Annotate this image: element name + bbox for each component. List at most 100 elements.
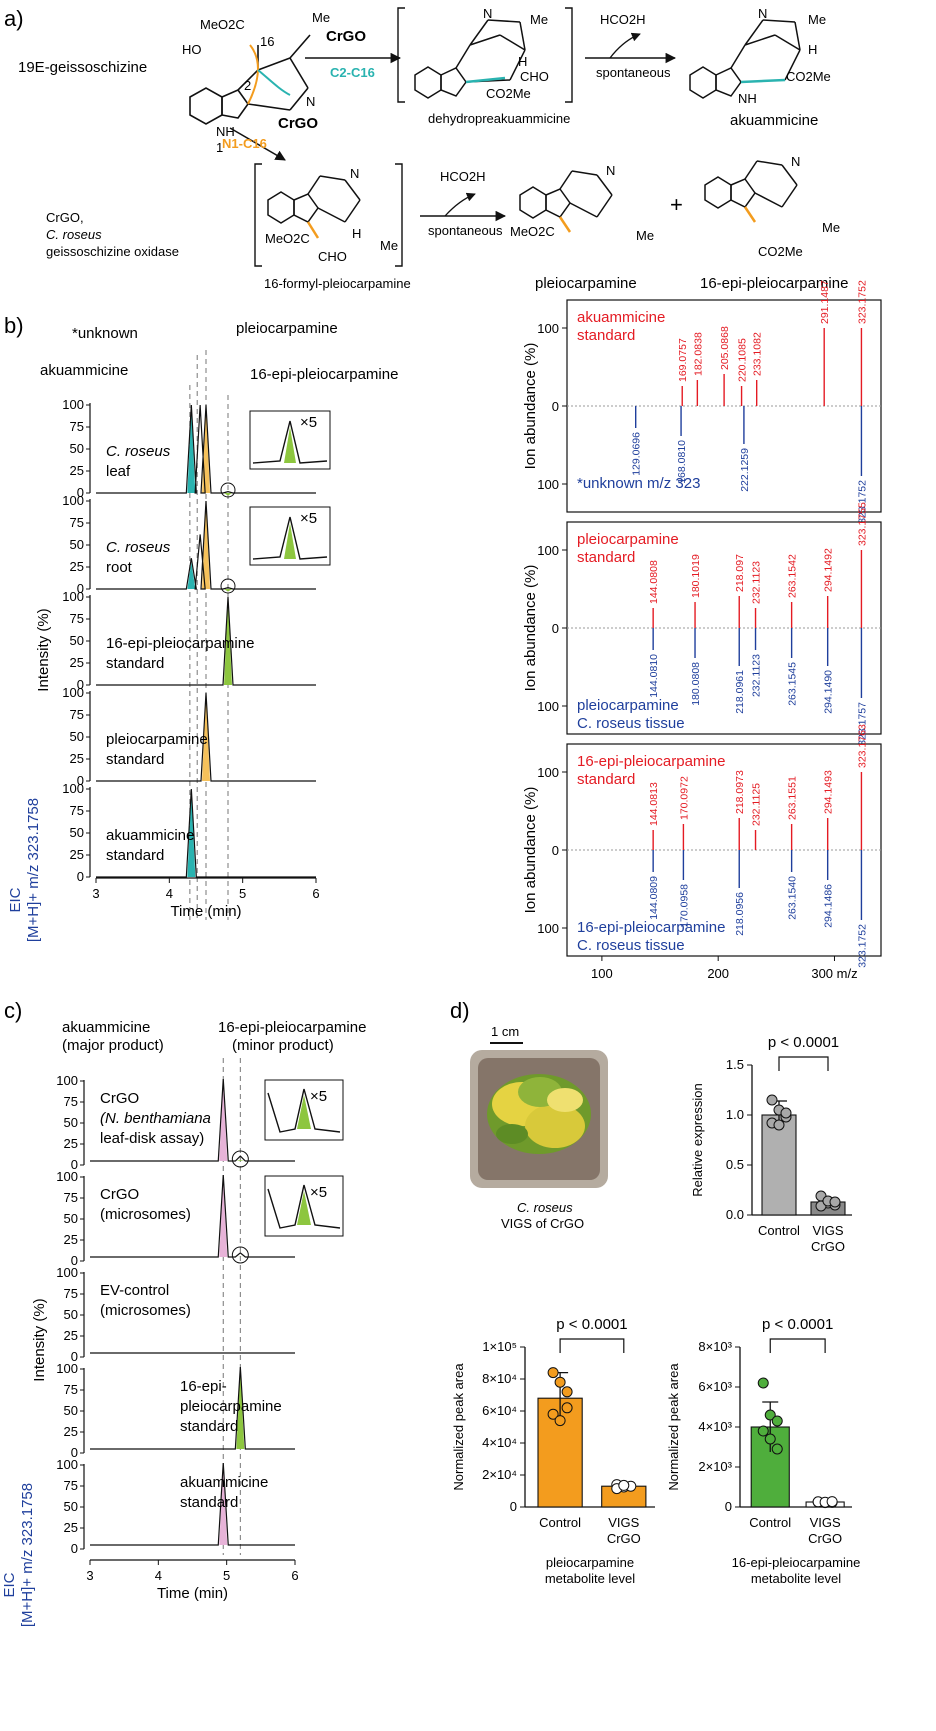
p-value-label: p < 0.0001 [762,1316,833,1333]
peak-label-unknown: *unknown [72,325,138,342]
p-value-label: p < 0.0001 [556,1316,627,1333]
peak-fill [236,1160,245,1161]
inset-peak-fill [284,427,296,463]
chart-caption: pleiocarpamine [546,1555,634,1570]
trace-label: (N. benthamiana [100,1110,211,1127]
data-point [771,1443,783,1455]
top-peak-label: 169.0757 [677,338,689,382]
peak-label-pleiocarpamine: pleiocarpamine [236,320,338,337]
y-tick-label: 100 [56,1457,78,1472]
release-arrow [444,192,476,217]
y-tick-label: 6×10³ [698,1379,732,1394]
y-tick-label: 25 [64,1136,78,1151]
y-tick-label: 0 [77,869,84,884]
y-tick-label: 75 [70,611,84,626]
chromatogram-trace [90,1366,295,1450]
chromatogram-trace [90,1078,295,1162]
bottom-peak-label: 170.0958 [678,884,690,928]
y-tick-label: 50 [70,729,84,744]
product-2-name: pleiocarpamine [535,275,637,292]
trace-label: CrGO [100,1186,139,1203]
trace-label: (microsomes) [100,1302,191,1319]
data-point [618,1479,630,1491]
top-spectrum-label: standard [577,327,635,344]
y-tick-label: 100 [56,1169,78,1184]
significance-bracket [769,1338,826,1353]
x-tick-label: 4 [155,1568,162,1583]
atom-label: N [758,6,767,21]
trace-label: 16-epi-pleiocarpamine [106,635,254,652]
data-point [547,1367,559,1379]
y-tick-label: 1.5 [726,1057,744,1072]
category-label: VIGS [810,1515,841,1530]
zoom-circle [231,1246,249,1264]
zoom-circle [231,1150,249,1168]
atom-label: HO [182,42,202,57]
category-label: Control [749,1515,791,1530]
y-tick-label: 0 [77,677,84,692]
trace-label: leaf [106,463,131,480]
chromatogram-trace [90,1174,295,1258]
atom-label: MeO2C [510,224,555,239]
bottom-peak-label: 168.0810 [676,440,688,484]
peak-label-minor: 16-epi-pleiocarpamine [218,1019,366,1036]
inset-trace [267,1088,341,1133]
top-peak-label: 205.0868 [719,326,731,370]
y-tick-label: 50 [64,1211,78,1226]
condition-label: spontaneous [596,65,671,80]
atom-label: CO2Me [758,244,803,259]
y-tick-label: 75 [70,803,84,818]
bottom-peak-label: 323.1752 [856,924,868,968]
zoom-circle [220,482,236,498]
y-tick-label: 100 [56,1265,78,1280]
note-line-3: geissoschizine oxidase [46,244,179,259]
top-peak-label: 294.1492 [823,548,835,592]
ms-y-tick-label: 0 [552,399,559,414]
panel-b-chromatograms: akuammicine *unknown pleiocarpamine 16-epi-… [7,320,398,942]
bond-label-c2c16: C2-C16 [330,65,375,80]
data-point [766,1094,778,1106]
peak-fill [224,493,232,496]
ms-y-axis-label: Ion abundance (%) [522,565,539,692]
significance-bracket [559,1338,625,1353]
intermediate-2-structure [267,175,361,239]
peak-fill [187,409,196,493]
atom-label: CO2Me [486,86,531,101]
inset-trace [252,516,328,560]
eic-label-2: [M+H]+ m/z 323.1758 [19,1483,36,1627]
y-tick-label: 25 [70,559,84,574]
top-spectrum-label: standard [577,771,635,788]
y-tick-label: 0 [77,581,84,596]
eic-label-1: EIC [1,1572,18,1597]
panel-label-d: d) [450,998,470,1023]
top-peak-label: 218.0973 [734,770,746,814]
trace-label: 16-epi- [180,1378,227,1395]
top-peak-label: 323.1763 [856,724,868,768]
top-peak-label: 182.0838 [692,332,704,376]
trace-label: C. roseus [106,539,171,556]
x-tick-label: 4 [166,886,173,901]
bottom-peak-label: 222.1259 [739,448,751,492]
product-1-structure [689,19,801,99]
y-tick-label: 50 [70,633,84,648]
release-arrow [609,32,641,59]
y-tick-label: 50 [70,537,84,552]
y-tick-label: 0 [77,773,84,788]
y-axis-label: Intensity (%) [35,608,52,691]
top-peak-label: 291.1487 [819,280,831,324]
bottom-peak-label: 263.1540 [787,876,799,920]
data-point [757,1425,769,1437]
peak-fill [187,793,196,877]
y-tick-label: 50 [64,1307,78,1322]
x-axis-label: Time (min) [157,1585,228,1602]
y-tick-label: 75 [70,515,84,530]
trace-label: leaf-disk assay) [100,1130,204,1147]
peak-fill [224,589,232,592]
trace-label: CrGO [100,1090,139,1107]
top-spectrum-label: 16-epi-pleiocarpamine [577,753,725,770]
top-peak-label: 263.1542 [787,554,799,598]
atom-label: N [606,163,615,178]
category-label: CrGO [808,1531,842,1546]
y-tick-label: 100 [56,1361,78,1376]
